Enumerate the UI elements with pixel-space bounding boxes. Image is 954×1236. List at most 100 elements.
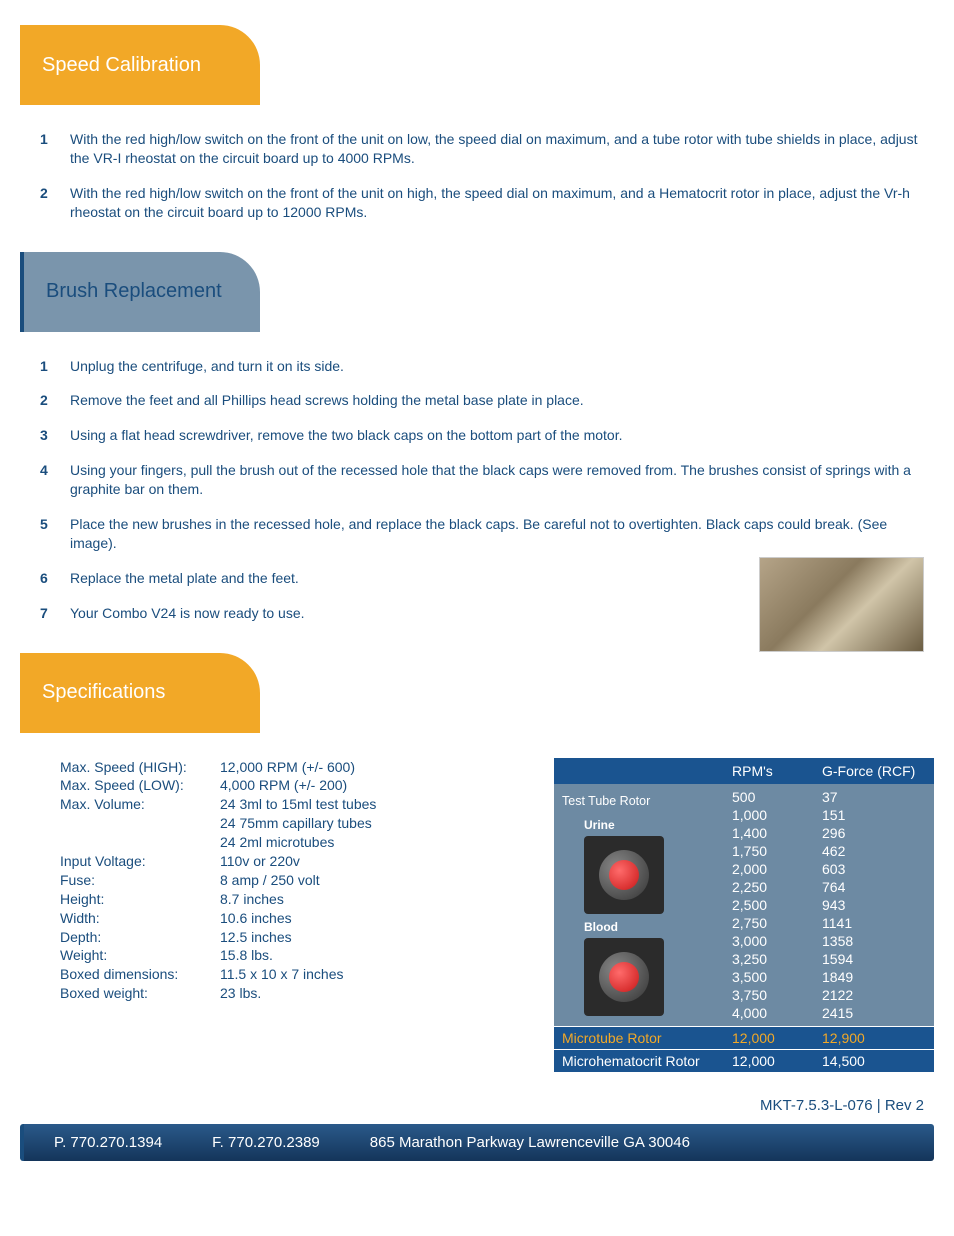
spec-label: Input Voltage: <box>60 852 220 871</box>
spec-value: 23 lbs. <box>220 984 376 1003</box>
rpm-value: 3,000 <box>732 933 822 949</box>
spec-row: Boxed dimensions:11.5 x 10 x 7 inches <box>60 965 376 984</box>
rpm-row: 2,500943 <box>732 896 926 914</box>
spec-value: 24 3ml to 15ml test tubes <box>220 795 376 814</box>
rpm-value: 1,750 <box>732 843 822 859</box>
microhemat-rpm: 12,000 <box>732 1053 822 1069</box>
spec-label: Max. Speed (LOW): <box>60 776 220 795</box>
gforce-value: 296 <box>822 825 926 841</box>
spec-value: 24 2ml microtubes <box>220 833 376 852</box>
spec-row: Weight:15.8 lbs. <box>60 946 376 965</box>
step-number: 3 <box>40 426 60 445</box>
step-text: With the red high/low switch on the fron… <box>70 130 934 168</box>
footer-fax: F. 770.270.2389 <box>212 1134 320 1151</box>
rpm-header: RPM's G-Force (RCF) <box>554 758 934 784</box>
section-header-speed-calibration: Speed Calibration <box>20 25 260 105</box>
spec-value: 11.5 x 10 x 7 inches <box>220 965 376 984</box>
rpm-value: 3,500 <box>732 969 822 985</box>
rpm-table: RPM's G-Force (RCF) Test Tube Rotor Urin… <box>554 758 934 1072</box>
gforce-value: 1141 <box>822 915 926 931</box>
spec-value: 12,000 RPM (+/- 600) <box>220 758 376 777</box>
rpm-row: 2,000603 <box>732 860 926 878</box>
rpm-row: 3,7502122 <box>732 986 926 1004</box>
spec-row: Width:10.6 inches <box>60 909 376 928</box>
section-title: Specifications <box>42 681 165 704</box>
gforce-value: 603 <box>822 861 926 877</box>
spec-row: Height:8.7 inches <box>60 890 376 909</box>
section-header-specifications: Specifications <box>20 653 260 733</box>
gforce-value: 151 <box>822 807 926 823</box>
step: 1 Unplug the centrifuge, and turn it on i… <box>40 357 934 376</box>
spec-label: Fuse: <box>60 871 220 890</box>
rpm-value: 2,500 <box>732 897 822 913</box>
spec-value: 24 75mm capillary tubes <box>220 814 376 833</box>
gforce-value: 462 <box>822 843 926 859</box>
spec-list: Max. Speed (HIGH):12,000 RPM (+/- 600)Ma… <box>60 758 376 1072</box>
rpm-value: 3,750 <box>732 987 822 1003</box>
spec-row: Max. Volume:24 3ml to 15ml test tubes <box>60 795 376 814</box>
spec-label: Boxed dimensions: <box>60 965 220 984</box>
test-tube-rotor-label: Test Tube Rotor <box>562 794 732 808</box>
gforce-value: 1849 <box>822 969 926 985</box>
step-text: Using a flat head screwdriver, remove th… <box>70 426 934 445</box>
microhemat-g: 14,500 <box>822 1053 865 1069</box>
speed-calibration-steps: 1 With the red high/low switch on the fr… <box>40 130 934 222</box>
rpm-value: 500 <box>732 789 822 805</box>
step-number: 2 <box>40 391 60 410</box>
rpm-row: 3,0001358 <box>732 932 926 950</box>
step-text: Remove the feet and all Phillips head sc… <box>70 391 934 410</box>
rpm-value: 2,000 <box>732 861 822 877</box>
gforce-value: 2122 <box>822 987 926 1003</box>
step: 1 With the red high/low switch on the fr… <box>40 130 934 168</box>
rpm-value: 4,000 <box>732 1005 822 1021</box>
rpm-row: 3,2501594 <box>732 950 926 968</box>
rpm-header-blank <box>562 763 732 779</box>
gforce-value: 1358 <box>822 933 926 949</box>
rpm-left-column: Test Tube Rotor Urine Blood <box>562 788 732 1022</box>
rpm-body: Test Tube Rotor Urine Blood 500371,00015… <box>554 784 934 1026</box>
step-text: With the red high/low switch on the fron… <box>70 184 934 222</box>
spec-value: 15.8 lbs. <box>220 946 376 965</box>
gforce-value: 1594 <box>822 951 926 967</box>
microtube-g: 12,900 <box>822 1030 865 1046</box>
spec-value: 10.6 inches <box>220 909 376 928</box>
step: 4Using your fingers, pull the brush out … <box>40 461 934 499</box>
spec-label: Max. Speed (HIGH): <box>60 758 220 777</box>
gforce-value: 764 <box>822 879 926 895</box>
spec-value: 8.7 inches <box>220 890 376 909</box>
rpm-header-gforce: G-Force (RCF) <box>822 763 926 779</box>
step: 2 With the red high/low switch on the fr… <box>40 184 934 222</box>
spec-label <box>60 833 220 852</box>
step-number: 1 <box>40 357 60 376</box>
step-text: Place the new brushes in the recessed ho… <box>70 515 934 553</box>
step-number: 7 <box>40 604 60 623</box>
rpm-row: 2,7501141 <box>732 914 926 932</box>
spec-label <box>60 814 220 833</box>
rpm-rows: 500371,0001511,4002961,7504622,0006032,2… <box>732 788 926 1022</box>
section-title: Speed Calibration <box>42 54 201 77</box>
spec-row: Max. Speed (HIGH):12,000 RPM (+/- 600) <box>60 758 376 777</box>
spec-label: Max. Volume: <box>60 795 220 814</box>
gforce-value: 943 <box>822 897 926 913</box>
spec-label: Boxed weight: <box>60 984 220 1003</box>
rpm-header-rpm: RPM's <box>732 763 822 779</box>
spec-row: Fuse:8 amp / 250 volt <box>60 871 376 890</box>
rpm-row: 4,0002415 <box>732 1004 926 1022</box>
section-header-brush-replacement: Brush Replacement <box>20 252 260 332</box>
footer-bar: P. 770.270.1394 F. 770.270.2389 865 Mara… <box>20 1124 934 1161</box>
step: 2 Remove the feet and all Phillips head s… <box>40 391 934 410</box>
microhematocrit-row: Microhematocrit Rotor 12,000 14,500 <box>554 1049 934 1072</box>
rpm-value: 3,250 <box>732 951 822 967</box>
brush-image <box>759 557 924 652</box>
rpm-value: 2,750 <box>732 915 822 931</box>
spec-label: Weight: <box>60 946 220 965</box>
spec-value: 110v or 220v <box>220 852 376 871</box>
spec-row: Boxed weight:23 lbs. <box>60 984 376 1003</box>
blood-label: Blood <box>584 920 732 934</box>
rpm-row: 2,250764 <box>732 878 926 896</box>
brush-replacement-steps: 1 Unplug the centrifuge, and turn it on i… <box>40 357 934 623</box>
step-text: Using your fingers, pull the brush out o… <box>70 461 934 499</box>
step-text: Unplug the centrifuge, and turn it on it… <box>70 357 934 376</box>
microtube-row: Microtube Rotor 12,000 12,900 <box>554 1026 934 1049</box>
gforce-value: 37 <box>822 789 926 805</box>
